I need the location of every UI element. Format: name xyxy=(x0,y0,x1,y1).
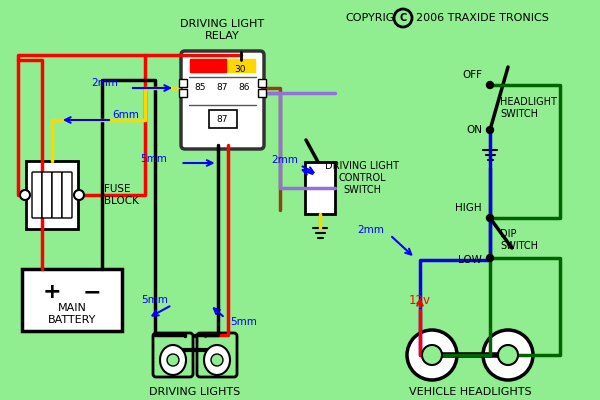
Text: 5mm: 5mm xyxy=(140,154,167,164)
Text: ON: ON xyxy=(466,125,482,135)
Text: LOW: LOW xyxy=(458,255,482,265)
Circle shape xyxy=(487,82,493,88)
Text: MAIN
BATTERY: MAIN BATTERY xyxy=(48,303,96,325)
FancyBboxPatch shape xyxy=(32,172,42,218)
Text: 2006 TRAXIDE TRONICS: 2006 TRAXIDE TRONICS xyxy=(416,13,549,23)
Text: 12v: 12v xyxy=(409,294,431,306)
FancyBboxPatch shape xyxy=(305,162,335,214)
FancyBboxPatch shape xyxy=(197,333,237,377)
Text: +: + xyxy=(43,282,61,302)
Text: 5mm: 5mm xyxy=(141,295,168,305)
FancyBboxPatch shape xyxy=(42,172,52,218)
Text: −: − xyxy=(83,282,101,302)
Text: 85: 85 xyxy=(195,84,206,92)
FancyBboxPatch shape xyxy=(52,172,62,218)
Text: 87: 87 xyxy=(217,84,228,92)
Bar xyxy=(258,89,266,97)
Circle shape xyxy=(74,190,84,200)
Bar xyxy=(190,59,255,72)
Text: C: C xyxy=(400,13,407,23)
Text: 30: 30 xyxy=(235,64,246,74)
Circle shape xyxy=(487,214,493,222)
Text: COPYRIGHT: COPYRIGHT xyxy=(345,13,409,23)
Bar xyxy=(209,110,236,128)
Text: DRIVING LIGHT
RELAY: DRIVING LIGHT RELAY xyxy=(181,19,265,41)
FancyBboxPatch shape xyxy=(26,161,78,229)
Text: 87: 87 xyxy=(217,114,228,124)
Bar xyxy=(179,79,187,87)
Circle shape xyxy=(211,354,223,366)
FancyBboxPatch shape xyxy=(22,269,122,331)
Circle shape xyxy=(487,126,493,134)
Text: 2mm: 2mm xyxy=(271,155,298,165)
Circle shape xyxy=(422,345,442,365)
Text: 86: 86 xyxy=(239,84,250,92)
Text: 5mm: 5mm xyxy=(230,317,257,327)
Text: 2mm: 2mm xyxy=(91,78,118,88)
Text: 2mm: 2mm xyxy=(357,225,384,235)
FancyBboxPatch shape xyxy=(62,172,72,218)
Circle shape xyxy=(394,9,412,27)
Text: DRIVING LIGHT
CONTROL
SWITCH: DRIVING LIGHT CONTROL SWITCH xyxy=(325,161,399,194)
Text: DRIVING LIGHTS: DRIVING LIGHTS xyxy=(149,387,241,397)
Text: HEADLIGHT
SWITCH: HEADLIGHT SWITCH xyxy=(500,97,557,119)
Circle shape xyxy=(498,345,518,365)
Circle shape xyxy=(20,190,30,200)
Circle shape xyxy=(167,354,179,366)
Text: DIP
SWITCH: DIP SWITCH xyxy=(500,229,538,251)
Circle shape xyxy=(487,254,493,262)
Circle shape xyxy=(483,330,533,380)
Ellipse shape xyxy=(204,345,230,375)
Text: HIGH: HIGH xyxy=(455,203,482,213)
Bar xyxy=(179,89,187,97)
Bar xyxy=(258,79,266,87)
FancyBboxPatch shape xyxy=(181,51,264,149)
FancyBboxPatch shape xyxy=(153,333,193,377)
Bar xyxy=(190,59,226,72)
Text: 6mm: 6mm xyxy=(112,110,139,120)
Text: FUSE
BLOCK: FUSE BLOCK xyxy=(104,184,139,206)
Text: OFF: OFF xyxy=(462,70,482,80)
Text: VEHICLE HEADLIGHTS: VEHICLE HEADLIGHTS xyxy=(409,387,532,397)
Circle shape xyxy=(407,330,457,380)
Ellipse shape xyxy=(160,345,186,375)
